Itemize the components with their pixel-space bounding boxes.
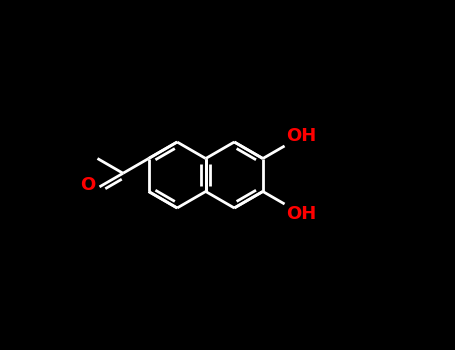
Text: OH: OH: [286, 127, 317, 145]
Text: OH: OH: [286, 205, 317, 223]
Text: O: O: [80, 176, 96, 194]
